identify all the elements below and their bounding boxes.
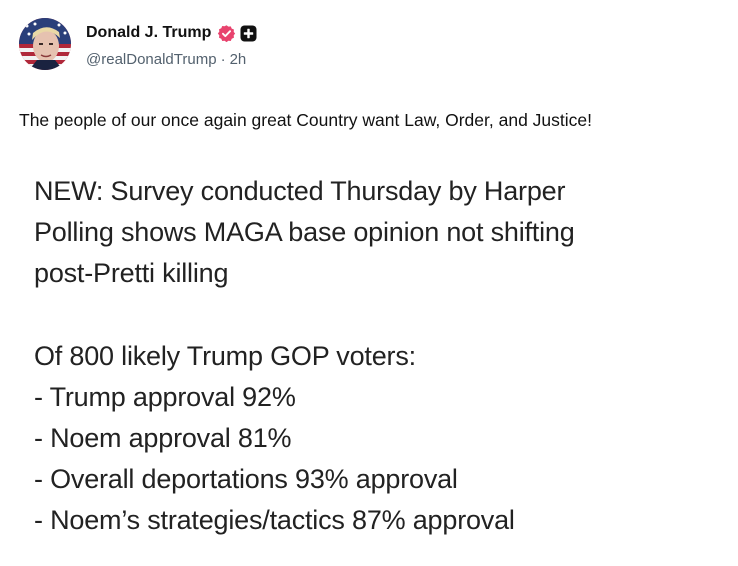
handle[interactable]: @realDonaldTrump: [86, 51, 217, 68]
timestamp[interactable]: 2h: [229, 51, 247, 68]
verified-badge-icon: [217, 24, 236, 43]
avatar[interactable]: [19, 18, 71, 70]
image-text-line: - Trump approval 92%: [34, 382, 296, 412]
handle-row: @realDonaldTrump · 2h: [86, 51, 257, 68]
image-text-line: - Noem’s strategies/tactics 87% approval: [34, 505, 515, 535]
image-text-line: NEW: Survey conducted Thursday by Harper: [34, 176, 566, 206]
image-text-line: - Noem approval 81%: [34, 423, 292, 453]
image-text-line: post-Pretti killing: [34, 258, 229, 288]
display-name[interactable]: Donald J. Trump: [86, 24, 212, 41]
image-text-line: Polling shows MAGA base opinion not shif…: [34, 217, 575, 247]
name-row: Donald J. Trump: [86, 22, 257, 44]
plus-square-icon: [240, 25, 257, 42]
post-image[interactable]: NEW: Survey conducted Thursday by Harper…: [0, 160, 738, 566]
post-header: Donald J. Trump @realDonaldTrump: [19, 18, 257, 70]
author-meta: Donald J. Trump @realDonaldTrump: [86, 22, 257, 70]
post-text: The people of our once again great Count…: [19, 110, 592, 130]
image-text-line: - Overall deportations 93% approval: [34, 464, 458, 494]
separator: ·: [220, 51, 226, 68]
image-text-line: Of 800 likely Trump GOP voters:: [34, 341, 416, 371]
